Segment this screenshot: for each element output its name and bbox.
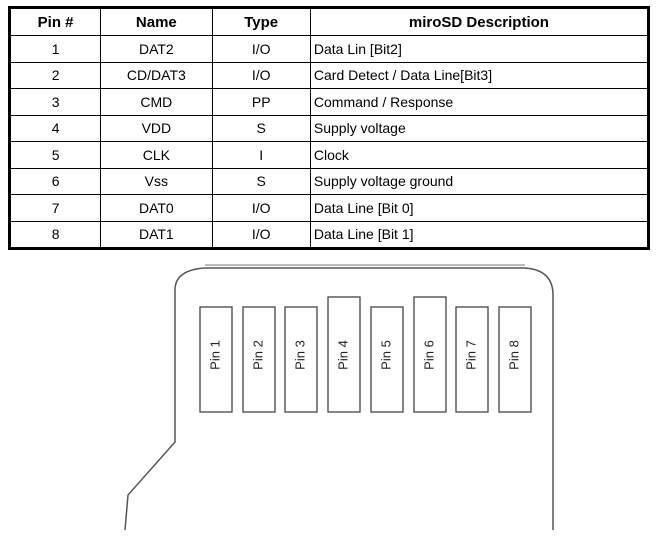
- pin-contact: [455, 306, 489, 413]
- table-row: 7 DAT0 I/O Data Line [Bit 0]: [8, 194, 650, 222]
- table-cell: CD/DAT3: [100, 61, 213, 89]
- pin-label: Pin 6: [421, 340, 436, 370]
- table-cell: 2: [8, 61, 102, 89]
- table-cell: 8: [8, 220, 102, 249]
- table-cell: CLK: [100, 141, 213, 169]
- table-cell: DAT1: [100, 220, 213, 249]
- pin-contact: [498, 306, 532, 413]
- pin-contact: [199, 306, 233, 413]
- table-row: 6 Vss S Supply voltage ground: [8, 167, 650, 195]
- pin-label: Pin 2: [250, 340, 265, 370]
- table-row: 4 VDD S Supply voltage: [8, 114, 650, 142]
- pin-label: Pin 8: [506, 340, 521, 370]
- table-cell: Command / Response: [309, 88, 650, 116]
- pin-label: Pin 3: [292, 340, 307, 370]
- table-cell: I/O: [211, 220, 311, 249]
- table-cell: 5: [8, 141, 102, 169]
- table-row: 2 CD/DAT3 I/O Card Detect / Data Line[Bit3]: [8, 61, 650, 89]
- pin-table: Pin # Name Type miroSD Description 1 DAT2 I/O…: [8, 6, 650, 250]
- pin-contact: [284, 306, 318, 413]
- pin-label: Pin 5: [378, 340, 393, 370]
- table-cell: Supply voltage: [309, 114, 650, 142]
- table-cell: DAT0: [100, 194, 213, 222]
- table-row: 1 DAT2 I/O Data Lin [Bit2]: [8, 35, 650, 63]
- table-cell: Clock: [309, 141, 650, 169]
- pin-label: Pin 4: [335, 340, 350, 370]
- card-left-edge: [124, 290, 176, 531]
- header-cell: Type: [211, 7, 311, 36]
- table-cell: I: [211, 141, 311, 169]
- header-cell: Pin #: [8, 7, 102, 36]
- table-cell: 7: [8, 194, 102, 222]
- pin-contact: [370, 306, 404, 413]
- table-cell: VDD: [100, 114, 213, 142]
- table-cell: Data Lin [Bit2]: [309, 35, 650, 63]
- table-cell: CMD: [100, 88, 213, 116]
- header-cell: miroSD Description: [309, 7, 650, 36]
- table-row: 3 CMD PP Command / Response: [8, 88, 650, 116]
- table-row: 5 CLK I Clock: [8, 141, 650, 169]
- table-cell: DAT2: [100, 35, 213, 63]
- table-cell: S: [211, 167, 311, 195]
- table-cell: Vss: [100, 167, 213, 195]
- pins: Pin 1 Pin 2 Pin 3 Pin 4 Pin 5 Pin 6 Pin 7 Pin 8: [199, 296, 532, 413]
- pin-contact: [242, 306, 276, 413]
- table-cell: 1: [8, 35, 102, 63]
- table-cell: 6: [8, 167, 102, 195]
- card-diagram: Pin 1 Pin 2 Pin 3 Pin 4 Pin 5 Pin 6 Pin 7 Pin 8: [124, 264, 554, 531]
- table-cell: Data Line [Bit 0]: [309, 194, 650, 222]
- table-cell: I/O: [211, 194, 311, 222]
- table-cell: PP: [211, 88, 311, 116]
- table-cell: I/O: [211, 61, 311, 89]
- pin-label: Pin 7: [463, 340, 478, 370]
- header-row: Pin # Name Type miroSD Description: [8, 7, 650, 36]
- table-cell: I/O: [211, 35, 311, 63]
- table-cell: 3: [8, 88, 102, 116]
- table-cell: 4: [8, 114, 102, 142]
- pin-contact: [327, 296, 361, 413]
- table-cell: Card Detect / Data Line[Bit3]: [309, 61, 650, 89]
- card-outline: [174, 267, 554, 530]
- table-cell: Supply voltage ground: [309, 167, 650, 195]
- pin-contact: [413, 296, 447, 413]
- header-cell: Name: [100, 7, 213, 36]
- table-cell: Data Line [Bit 1]: [309, 220, 650, 249]
- table-row: 8 DAT1 I/O Data Line [Bit 1]: [8, 220, 650, 249]
- table-cell: S: [211, 114, 311, 142]
- pin-label: Pin 1: [207, 340, 222, 370]
